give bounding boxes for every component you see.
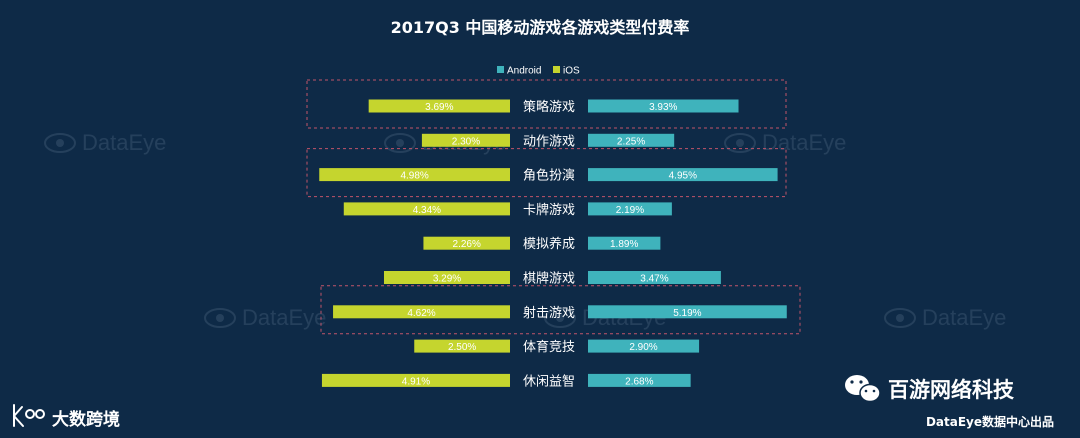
chart-title: 2017Q3 中国移动游戏各游戏类型付费率 — [391, 18, 690, 37]
bar-android-4 — [588, 236, 661, 250]
legend-swatch-ios — [553, 66, 560, 73]
category-label-6: 射击游戏 — [523, 305, 575, 321]
legend-swatch-android — [497, 66, 504, 73]
data-label-android-6: 5.19% — [673, 308, 701, 319]
data-label-ios-5: 3.29% — [433, 274, 461, 285]
bar-ios-1 — [421, 133, 510, 147]
legend: Android iOS — [497, 66, 580, 77]
bar-android-5 — [588, 271, 721, 284]
data-label-android-1: 2.25% — [617, 136, 645, 147]
bar-ios-8 — [321, 373, 510, 387]
legend-label-ios: iOS — [563, 66, 580, 77]
category-label-4: 模拟养成 — [523, 236, 575, 252]
bar-ios-7 — [414, 339, 510, 353]
data-label-ios-3: 4.34% — [413, 205, 441, 216]
bar-ios-3 — [343, 202, 510, 216]
watermark: DataEye — [204, 305, 326, 330]
data-label-android-7: 2.90% — [629, 342, 657, 353]
data-label-ios-4: 2.26% — [453, 239, 481, 250]
data-label-android-2: 4.95% — [669, 171, 697, 182]
watermark-text: DataEye — [82, 130, 166, 155]
brand-bottom-left: 大数跨境 — [13, 404, 120, 430]
data-label-ios-6: 4.62% — [407, 308, 435, 319]
data-label-ios-1: 2.30% — [452, 136, 480, 147]
watermark: DataEye — [724, 130, 846, 155]
bar-ios-2 — [319, 168, 510, 182]
category-label-1: 动作游戏 — [523, 134, 575, 149]
bar-ios-4 — [423, 236, 510, 250]
brand-bottom-left-text: 大数跨境 — [52, 409, 120, 430]
watermark-layer: DataEyeDataEyeDataEyeDataEyeDataEyeDataE… — [44, 130, 1006, 330]
legend-label-android: Android — [507, 66, 541, 77]
brand-bottom-right-subtitle: DataEye数据中心出品 — [926, 414, 1054, 429]
data-label-android-3: 2.19% — [616, 205, 644, 216]
data-label-ios-8: 4.91% — [402, 376, 430, 387]
data-label-android-0: 3.93% — [649, 102, 677, 113]
bar-ios-5 — [383, 271, 510, 284]
bar-android-1 — [588, 133, 675, 147]
category-label-8: 休闲益智 — [523, 374, 575, 389]
category-label-5: 棋牌游戏 — [523, 271, 575, 287]
watermark: DataEye — [884, 305, 1006, 330]
category-label-0: 策略游戏 — [523, 99, 575, 115]
brand-logo-icon — [13, 404, 45, 427]
data-label-ios-0: 3.69% — [425, 102, 453, 113]
data-label-ios-7: 2.50% — [448, 342, 476, 353]
watermark-text: DataEye — [922, 305, 1006, 330]
bars — [319, 99, 787, 387]
brand-bottom-right-title: 百游网络科技 — [888, 378, 1015, 402]
data-label-ios-2: 4.98% — [400, 171, 428, 182]
watermark-text: DataEye — [242, 305, 326, 330]
bar-ios-6 — [333, 305, 510, 319]
wechat-icon — [845, 375, 881, 403]
bar-android-2 — [588, 168, 778, 182]
watermark-text: DataEye — [762, 130, 846, 155]
category-label-7: 体育竞技 — [523, 339, 575, 355]
bar-android-0 — [588, 99, 739, 113]
data-label-android-4: 1.89% — [610, 239, 638, 250]
bar-ios-0 — [368, 99, 510, 113]
data-label-android-5: 3.47% — [640, 274, 668, 285]
labels: 3.69% 3.93% 策略游戏 2.30% 2.25% 动作游戏 4.98% 4.95% 角色… — [400, 99, 701, 389]
category-label-2: 角色扮演 — [523, 168, 575, 184]
bar-android-3 — [588, 202, 672, 216]
category-label-3: 卡牌游戏 — [523, 202, 575, 218]
bar-android-8 — [588, 373, 691, 387]
bar-android-6 — [588, 305, 787, 319]
watermark: DataEye — [44, 130, 166, 155]
bar-android-7 — [588, 339, 700, 353]
brand-bottom-right: 百游网络科技 DataEye数据中心出品 — [845, 375, 1054, 429]
data-label-android-8: 2.68% — [625, 376, 653, 387]
